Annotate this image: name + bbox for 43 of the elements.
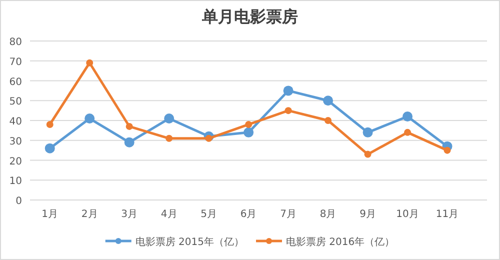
point	[404, 128, 412, 136]
point	[84, 114, 95, 124]
point	[166, 134, 173, 142]
y-tick-label: 70	[9, 56, 22, 68]
point	[244, 127, 254, 138]
point	[46, 120, 54, 128]
x-tick-label: 10月	[396, 209, 419, 220]
point	[444, 146, 451, 154]
x-tick-label: 5月	[200, 209, 218, 220]
y-tick-label: 80	[9, 37, 22, 48]
x-tick-label: 3月	[121, 209, 138, 220]
y-tick-label: 0	[16, 196, 22, 207]
x-tick-label: 9月	[360, 209, 376, 220]
x-tick-label: 4月	[160, 209, 178, 220]
y-tick-label: 20	[9, 156, 22, 168]
legend-label: 电影票房 2016年（亿）	[286, 236, 395, 248]
point	[402, 112, 413, 122]
point	[323, 96, 334, 106]
point	[324, 117, 332, 124]
point	[86, 59, 94, 66]
x-tick-label: 8月	[320, 209, 336, 220]
point	[126, 122, 133, 130]
x-tick-label: 11月	[436, 209, 459, 220]
point	[283, 86, 294, 96]
point	[205, 134, 212, 142]
x-tick-label: 2月	[81, 209, 98, 220]
y-tick-label: 60	[9, 76, 22, 88]
chart-title: 单月电影票房	[201, 7, 298, 26]
point	[44, 143, 55, 154]
y-tick-label: 40	[9, 116, 22, 128]
point	[364, 150, 372, 158]
y-tick-label: 30	[9, 136, 22, 148]
x-tick-label: 7月	[280, 209, 296, 220]
x-tick-label: 1月	[42, 209, 58, 220]
y-tick-label: 50	[9, 96, 22, 108]
point	[164, 114, 174, 124]
point	[124, 137, 134, 148]
legend-label: 电影票房 2015年（亿）	[135, 236, 244, 248]
point	[284, 107, 292, 114]
point	[362, 127, 373, 138]
y-tick-label: 10	[9, 176, 22, 188]
x-tick-label: 6月	[240, 209, 257, 220]
point	[245, 120, 252, 128]
